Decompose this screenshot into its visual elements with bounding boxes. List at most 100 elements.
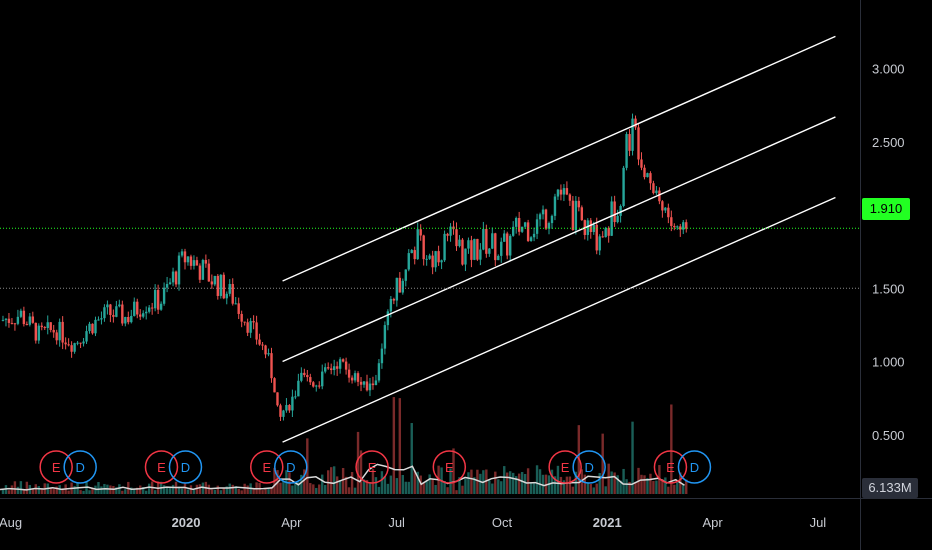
marker-circle bbox=[144, 450, 179, 484]
volume-bar bbox=[664, 477, 667, 494]
volume-bar bbox=[118, 484, 121, 494]
candle-body bbox=[464, 248, 467, 265]
dividend-marker[interactable]: D bbox=[677, 450, 712, 484]
earnings-marker[interactable]: E bbox=[250, 450, 284, 484]
earnings-marker[interactable]: E bbox=[432, 450, 467, 484]
candle-body bbox=[121, 304, 124, 324]
volume-bar bbox=[165, 487, 169, 494]
volume-bar bbox=[297, 482, 300, 494]
candle-body bbox=[112, 314, 115, 317]
candle-body bbox=[228, 283, 231, 294]
volume-bar bbox=[374, 477, 378, 494]
candle-body bbox=[115, 306, 118, 317]
volume-bar bbox=[676, 482, 679, 494]
candle-body bbox=[240, 313, 243, 322]
candle-body bbox=[324, 367, 327, 372]
volume-bar bbox=[640, 474, 643, 494]
candle-body bbox=[46, 322, 49, 329]
candle-body bbox=[133, 301, 136, 316]
volume-bar bbox=[88, 490, 91, 494]
volume-bar bbox=[497, 479, 500, 494]
volume-bar bbox=[685, 479, 688, 494]
dividend-marker[interactable]: D bbox=[274, 450, 308, 484]
dividend-marker[interactable]: D bbox=[572, 450, 606, 484]
marker-letter: E bbox=[368, 460, 377, 475]
candle-body bbox=[506, 233, 509, 256]
volume-bar bbox=[79, 490, 82, 494]
candle-body bbox=[168, 282, 172, 285]
y-tick-label: 1.500 bbox=[872, 281, 905, 296]
marker-letter: D bbox=[75, 460, 84, 475]
candle-body bbox=[201, 260, 205, 280]
channel-lines[interactable] bbox=[282, 35, 836, 443]
candle-body bbox=[19, 310, 23, 317]
candle-body bbox=[374, 380, 378, 386]
candle-body bbox=[491, 233, 494, 249]
volume-bar bbox=[532, 482, 536, 494]
volume-bar bbox=[410, 423, 413, 494]
volume-bar bbox=[619, 480, 622, 494]
earnings-marker[interactable]: E bbox=[144, 450, 179, 484]
volume-bar bbox=[422, 482, 425, 494]
volume-bar bbox=[198, 484, 202, 494]
candle-body bbox=[4, 318, 8, 320]
earnings-marker[interactable]: E bbox=[355, 450, 389, 484]
volume-bar bbox=[67, 490, 70, 494]
x-tick-label: Apr bbox=[281, 515, 302, 530]
candle-body bbox=[544, 209, 548, 229]
volume-bar bbox=[31, 488, 35, 494]
candle-body bbox=[419, 229, 422, 236]
candle-body bbox=[425, 258, 428, 260]
marker-circle bbox=[548, 450, 582, 484]
candle-body bbox=[637, 127, 640, 160]
volume-bar bbox=[371, 469, 375, 494]
candle-body bbox=[88, 323, 91, 332]
volume-bar bbox=[291, 485, 294, 494]
candle-body bbox=[592, 224, 595, 233]
volume-bar bbox=[246, 485, 249, 494]
volume-bar bbox=[523, 474, 527, 494]
volume-bar bbox=[147, 483, 151, 494]
earnings-marker[interactable]: E bbox=[548, 450, 582, 484]
candle-body bbox=[646, 173, 649, 178]
marker-letter: E bbox=[561, 460, 570, 475]
volume-bar bbox=[449, 468, 452, 494]
volume-bar bbox=[389, 475, 393, 494]
volume-bar bbox=[559, 476, 563, 494]
volume-bar bbox=[568, 476, 572, 494]
candle-body bbox=[25, 324, 29, 326]
candle-body bbox=[341, 359, 345, 362]
candle-body bbox=[371, 383, 375, 386]
volume-bar bbox=[282, 480, 285, 494]
volume-bar bbox=[186, 489, 190, 494]
candle-body bbox=[622, 167, 625, 206]
volume-bar bbox=[646, 478, 649, 494]
candle-body bbox=[64, 342, 67, 345]
volume-bar bbox=[395, 478, 399, 494]
candle-body bbox=[97, 319, 100, 321]
candle-body bbox=[401, 280, 404, 293]
candle-body bbox=[264, 345, 267, 355]
earnings-marker[interactable]: E bbox=[39, 450, 73, 484]
dividend-marker[interactable]: D bbox=[168, 450, 203, 484]
candle-body bbox=[440, 260, 443, 263]
candle-body bbox=[303, 372, 306, 376]
candle-body bbox=[180, 251, 184, 256]
volume-bar bbox=[335, 476, 339, 494]
volume-bar bbox=[353, 487, 357, 494]
candle-body bbox=[1, 319, 5, 321]
candle-body bbox=[13, 323, 17, 325]
earnings-marker[interactable]: E bbox=[653, 450, 688, 484]
candle-body bbox=[338, 359, 342, 369]
candle-body bbox=[246, 322, 249, 333]
candle-body bbox=[383, 325, 387, 349]
candle-body bbox=[541, 209, 545, 215]
volume-bar bbox=[25, 481, 29, 494]
candle-body bbox=[318, 385, 321, 387]
volume-bar bbox=[503, 466, 506, 494]
volume-bar bbox=[529, 483, 533, 494]
dividend-marker[interactable]: D bbox=[63, 450, 97, 484]
volume-bar bbox=[467, 472, 470, 494]
